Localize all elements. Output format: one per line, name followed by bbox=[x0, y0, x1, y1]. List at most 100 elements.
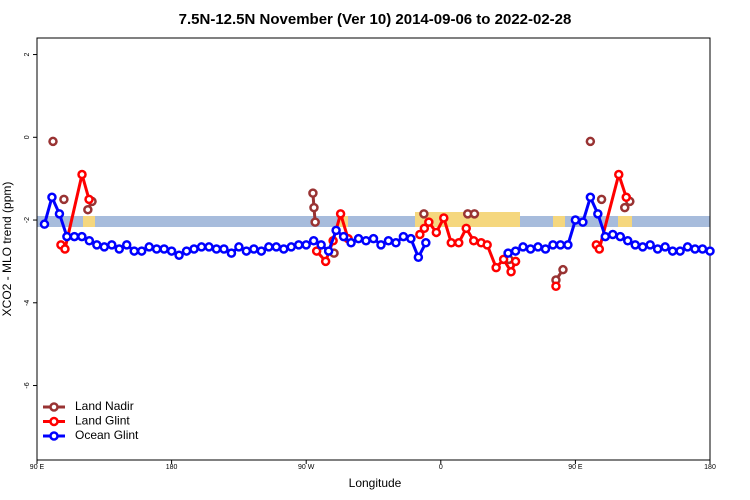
data-point bbox=[439, 213, 449, 223]
y-tick-label: -4 bbox=[24, 300, 31, 306]
data-point bbox=[615, 231, 626, 242]
data-point bbox=[453, 238, 464, 248]
y-tick-label: -6 bbox=[24, 382, 31, 388]
data-point bbox=[645, 240, 655, 250]
data-point bbox=[652, 244, 663, 254]
legend-swatch-point bbox=[49, 416, 59, 427]
data-point bbox=[622, 235, 633, 246]
data-point bbox=[320, 256, 331, 267]
data-point bbox=[77, 169, 87, 180]
data-point bbox=[256, 246, 267, 256]
data-point bbox=[60, 244, 70, 254]
data-point bbox=[413, 252, 424, 263]
data-point bbox=[234, 242, 244, 252]
data-point bbox=[174, 250, 184, 260]
data-point bbox=[558, 264, 568, 275]
land-patch bbox=[83, 216, 95, 227]
data-point bbox=[48, 136, 58, 147]
data-point bbox=[621, 192, 631, 203]
data-point bbox=[151, 244, 162, 254]
data-point bbox=[77, 231, 87, 242]
data-point bbox=[264, 242, 274, 252]
data-point bbox=[219, 244, 229, 254]
data-point bbox=[293, 240, 304, 250]
data-point bbox=[431, 227, 442, 238]
data-point bbox=[331, 225, 341, 236]
series bbox=[56, 169, 631, 291]
data-point bbox=[323, 246, 334, 256]
data-point bbox=[107, 240, 117, 250]
data-point bbox=[525, 244, 536, 254]
data-point bbox=[637, 242, 648, 252]
data-point bbox=[129, 246, 139, 256]
data-point bbox=[114, 244, 125, 254]
data-point bbox=[690, 244, 700, 254]
data-point bbox=[83, 204, 93, 215]
x-tick-label: 90 W bbox=[298, 464, 315, 471]
data-point bbox=[311, 246, 322, 256]
data-point bbox=[310, 217, 320, 227]
data-point bbox=[346, 238, 356, 248]
data-point bbox=[121, 240, 132, 250]
data-point bbox=[608, 229, 618, 240]
data-point bbox=[189, 244, 199, 254]
data-point bbox=[675, 246, 685, 256]
data-point bbox=[406, 233, 416, 244]
data-point bbox=[301, 240, 311, 250]
data-point bbox=[540, 244, 551, 254]
data-point bbox=[316, 240, 326, 250]
data-point bbox=[596, 194, 607, 205]
data-point bbox=[421, 238, 431, 248]
data-point bbox=[47, 192, 57, 203]
data-point bbox=[309, 202, 319, 213]
data-point bbox=[368, 233, 379, 244]
data-point bbox=[241, 246, 252, 256]
land-patch bbox=[618, 216, 632, 227]
x-axis-label: Longitude bbox=[349, 476, 402, 490]
data-point bbox=[593, 209, 603, 219]
legend-label: Ocean Glint bbox=[75, 428, 139, 442]
data-point bbox=[510, 246, 521, 256]
legend-swatch-point bbox=[49, 431, 59, 441]
data-point bbox=[506, 267, 516, 277]
legend-label: Land Glint bbox=[75, 414, 130, 428]
data-point bbox=[585, 136, 596, 147]
data-point bbox=[660, 242, 670, 252]
data-point bbox=[84, 235, 95, 246]
data-point bbox=[705, 246, 715, 256]
ocean-band bbox=[37, 216, 710, 227]
data-point bbox=[159, 244, 169, 254]
data-point bbox=[271, 242, 282, 252]
data-point bbox=[136, 246, 147, 256]
legend-swatch-point bbox=[49, 402, 59, 412]
data-point bbox=[166, 246, 177, 256]
data-point bbox=[424, 217, 434, 227]
data-point bbox=[335, 209, 346, 219]
data-point bbox=[196, 242, 207, 252]
data-point bbox=[498, 254, 509, 265]
data-point bbox=[491, 262, 501, 273]
data-point bbox=[39, 219, 50, 229]
land-patch bbox=[553, 216, 565, 227]
data-point bbox=[99, 242, 110, 252]
data-point bbox=[181, 246, 192, 256]
data-point bbox=[144, 242, 154, 252]
data-point bbox=[361, 235, 371, 246]
series bbox=[48, 136, 635, 285]
data-point bbox=[594, 244, 605, 254]
data-point bbox=[69, 231, 80, 242]
data-point bbox=[551, 281, 561, 291]
data-point bbox=[555, 240, 566, 250]
data-point bbox=[697, 244, 708, 254]
data-point bbox=[510, 256, 521, 267]
x-tick-label: 180 bbox=[704, 464, 716, 471]
data-point bbox=[533, 242, 543, 252]
y-axis-label: XCO2 - MLO trend (ppm) bbox=[0, 182, 14, 317]
x-tick-label: 90 E bbox=[30, 464, 45, 471]
data-point bbox=[548, 240, 558, 250]
data-point bbox=[415, 229, 425, 240]
data-point bbox=[353, 233, 364, 244]
legend-label: Land Nadir bbox=[75, 399, 134, 413]
data-point bbox=[600, 231, 611, 242]
